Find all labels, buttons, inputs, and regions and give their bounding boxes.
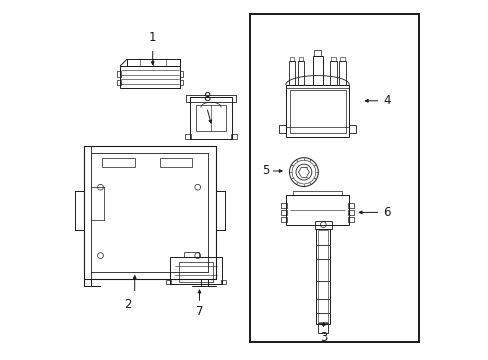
Text: 1: 1: [149, 31, 156, 44]
Bar: [165, 280, 171, 284]
Bar: [288, 61, 295, 85]
Bar: [314, 221, 331, 229]
Bar: [347, 210, 354, 215]
Text: 3: 3: [319, 331, 327, 344]
Bar: [179, 262, 213, 282]
Text: 7: 7: [195, 305, 203, 318]
Bar: [160, 158, 192, 167]
Bar: [120, 66, 179, 88]
Bar: [184, 252, 199, 257]
Bar: [316, 229, 329, 324]
Bar: [292, 191, 341, 195]
Bar: [330, 57, 335, 61]
Bar: [285, 85, 348, 137]
Text: 5: 5: [261, 165, 268, 177]
Bar: [102, 158, 134, 167]
Bar: [185, 134, 191, 139]
Bar: [186, 95, 235, 102]
Bar: [220, 280, 226, 284]
Bar: [318, 323, 328, 333]
Bar: [289, 90, 345, 133]
Bar: [189, 97, 232, 139]
Bar: [126, 59, 179, 66]
Bar: [196, 105, 225, 131]
Text: 2: 2: [123, 298, 131, 311]
Bar: [179, 80, 183, 85]
Bar: [298, 57, 303, 61]
Bar: [280, 203, 286, 208]
Bar: [170, 257, 222, 284]
Bar: [348, 125, 355, 133]
Bar: [289, 57, 294, 61]
Bar: [117, 71, 121, 77]
Bar: [280, 217, 286, 222]
Bar: [318, 230, 328, 322]
Bar: [339, 61, 345, 85]
Text: 8: 8: [203, 91, 210, 104]
Bar: [312, 56, 322, 85]
Bar: [329, 61, 336, 85]
Bar: [230, 134, 236, 139]
Bar: [179, 71, 183, 77]
Bar: [340, 57, 344, 61]
Bar: [285, 195, 348, 225]
Bar: [279, 125, 285, 133]
Bar: [347, 217, 354, 222]
Bar: [313, 50, 321, 56]
Bar: [347, 203, 354, 208]
Bar: [249, 14, 418, 342]
Bar: [280, 210, 286, 215]
Bar: [297, 61, 304, 85]
Bar: [117, 80, 121, 85]
Text: 4: 4: [382, 94, 389, 107]
Text: 6: 6: [382, 206, 389, 219]
